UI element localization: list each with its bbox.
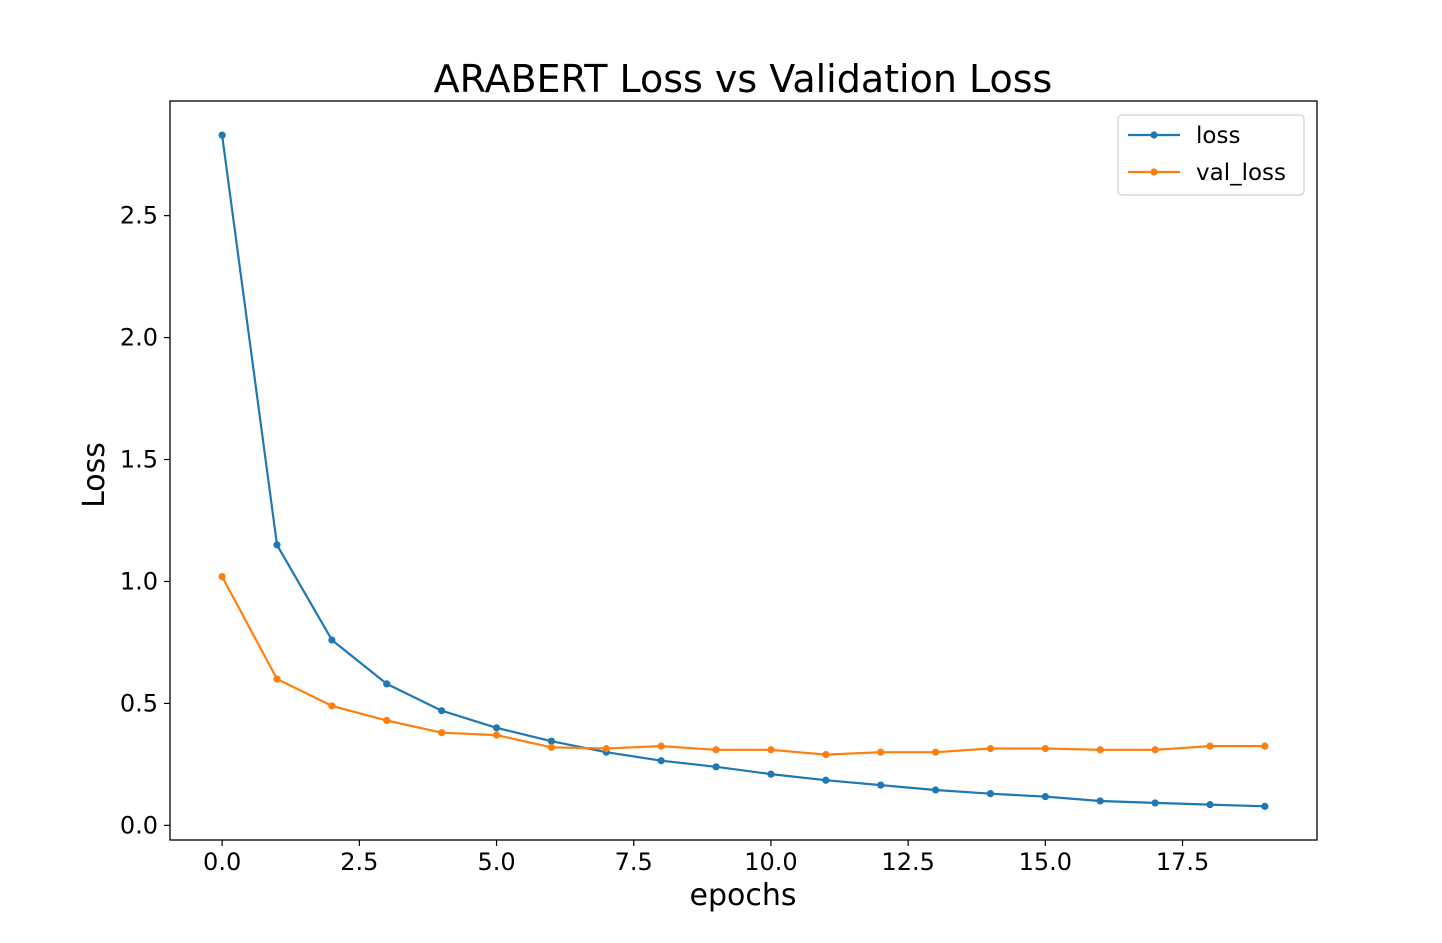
data-point-loss (218, 131, 226, 139)
y-tick-label: 1.5 (120, 446, 158, 474)
y-tick-label: 0.5 (120, 689, 158, 717)
plot-area-frame (169, 100, 1318, 841)
data-point-val-loss (712, 746, 720, 754)
data-point-loss (822, 776, 830, 784)
legend-marker-loss (1150, 131, 1158, 139)
data-point-val-loss (1041, 744, 1049, 753)
data-point-val-loss (657, 742, 665, 750)
y-tick-label: 2.5 (120, 202, 158, 230)
data-point-loss (1041, 792, 1049, 801)
data-point-val-loss (1151, 746, 1159, 754)
x-tick-label: 0.0 (203, 848, 241, 876)
x-tick-label: 10.0 (744, 848, 797, 876)
data-point-loss (438, 707, 446, 715)
x-tick-label: 15.0 (1019, 848, 1072, 876)
data-point-loss (986, 790, 995, 798)
data-point-loss (712, 763, 720, 771)
data-point-val-loss (767, 746, 775, 754)
data-point-val-loss (1261, 742, 1269, 750)
x-tick-label: 7.5 (615, 848, 653, 876)
data-point-loss (1261, 802, 1269, 810)
chart-title: ARABERT Loss vs Validation Loss (434, 57, 1053, 101)
data-point-loss (931, 786, 940, 794)
x-tick-label: 5.0 (477, 848, 515, 876)
series-line-loss (221, 134, 1265, 808)
legend: loss val_loss (1117, 114, 1305, 196)
data-point-val-loss (1096, 746, 1104, 754)
data-point-loss (1206, 801, 1214, 809)
data-point-val-loss (328, 702, 336, 710)
data-point-loss (273, 541, 281, 549)
data-point-val-loss (383, 716, 391, 725)
x-axis-label: epochs (690, 878, 797, 913)
data-point-loss (877, 781, 885, 789)
data-point-loss (328, 636, 336, 644)
data-point-loss (767, 770, 775, 778)
legend-label-val-loss: val_loss (1196, 160, 1286, 186)
data-point-loss (657, 757, 665, 765)
data-point-val-loss (218, 572, 226, 581)
data-point-val-loss (877, 748, 885, 756)
data-point-val-loss (986, 744, 995, 753)
data-point-loss (547, 737, 556, 745)
data-point-val-loss (822, 751, 830, 759)
x-tick-label: 2.5 (340, 848, 378, 876)
data-point-loss (1151, 799, 1159, 807)
data-point-val-loss (1206, 742, 1214, 750)
y-tick-label: 2.0 (120, 324, 158, 352)
data-point-val-loss (547, 743, 556, 751)
data-point-loss (383, 680, 391, 688)
data-point-val-loss (931, 748, 940, 756)
data-point-val-loss (273, 675, 281, 683)
series-line-val-loss (221, 576, 1265, 756)
data-point-val-loss (602, 744, 610, 753)
data-point-val-loss (438, 729, 446, 737)
data-point-loss (492, 724, 501, 732)
x-tick-label: 17.5 (1156, 848, 1209, 876)
y-axis-label: Loss (77, 442, 112, 508)
y-tick-label: 1.0 (120, 567, 158, 595)
data-point-loss (1096, 797, 1104, 805)
legend-marker-val-loss (1150, 168, 1158, 176)
x-tick-label: 12.5 (881, 848, 934, 876)
legend-label-loss: loss (1196, 123, 1240, 149)
y-tick-label: 0.0 (120, 811, 158, 839)
data-point-val-loss (492, 731, 501, 739)
